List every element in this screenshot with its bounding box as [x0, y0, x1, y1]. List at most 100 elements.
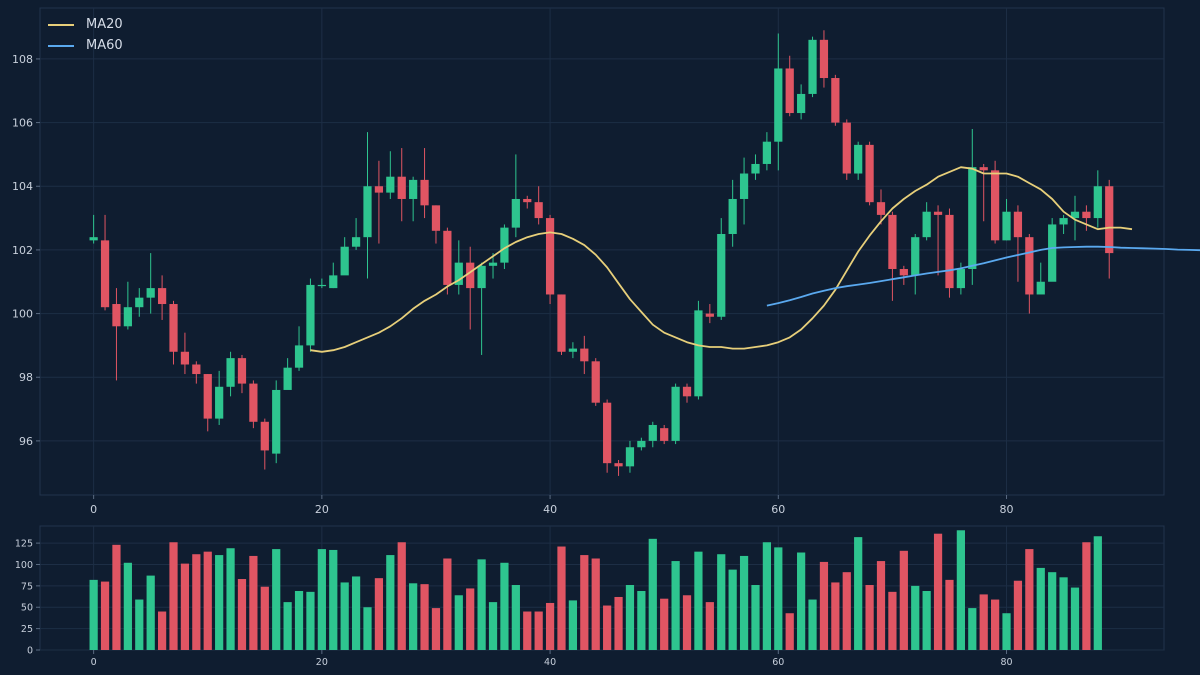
volume-bar: [648, 538, 657, 650]
legend-label-ma20: MA20: [86, 17, 123, 32]
candle-body: [237, 358, 247, 384]
candle-body: [226, 358, 235, 387]
volume-bar: [180, 563, 190, 650]
volume-bar: [660, 598, 669, 650]
volume-x-tick-label: 0: [91, 657, 97, 668]
candle-body: [420, 179, 429, 206]
volume-bar: [477, 559, 486, 650]
volume-bar: [169, 542, 178, 650]
candle-body: [717, 233, 726, 317]
volume-bar: [351, 576, 361, 650]
candle-body: [1093, 186, 1102, 219]
volume-bar: [819, 561, 829, 650]
volume-tick-label: 25: [21, 624, 33, 635]
candle-body: [591, 361, 600, 403]
candle-body: [888, 214, 897, 270]
volume-bar: [363, 607, 372, 650]
volume-bar: [374, 578, 384, 650]
volume-bar: [397, 542, 406, 650]
volume-bar: [135, 599, 144, 650]
volume-bar: [89, 579, 98, 650]
volume-bar: [842, 572, 851, 650]
volume-bar: [260, 586, 269, 650]
candle-body: [1048, 224, 1057, 282]
candle-body: [329, 275, 338, 289]
candle-body: [374, 186, 384, 193]
candle-body: [443, 230, 452, 285]
legend-swatch-ma20: [48, 23, 74, 26]
candle-body: [100, 240, 110, 308]
volume-bar: [933, 533, 943, 650]
legend: MA20 MA60: [48, 14, 123, 56]
candle-body: [1036, 281, 1045, 295]
volume-bar: [340, 582, 349, 650]
volume-bar: [876, 561, 886, 650]
volume-bar: [1025, 549, 1034, 650]
volume-bar: [249, 555, 258, 650]
candle-body: [968, 167, 977, 270]
candle-body: [1059, 218, 1068, 225]
volume-tick-label: 0: [27, 646, 33, 657]
volume-bar: [488, 602, 498, 650]
volume-bar: [808, 599, 817, 650]
volume-bar: [979, 594, 988, 650]
price-tick-label: 96: [19, 435, 33, 448]
price-panel: 96 98 100 102 104 106 108 0 20 40 60 80: [12, 7, 1200, 516]
candle-body: [1070, 211, 1080, 219]
volume-bar: [956, 530, 965, 650]
candle-body: [466, 262, 475, 289]
volume-bar: [591, 558, 600, 650]
price-x-tick-label: 60: [771, 503, 785, 516]
candle-body: [911, 237, 920, 276]
volume-bar: [409, 583, 418, 650]
candle-body: [603, 402, 612, 464]
price-tick-label: 100: [12, 308, 33, 321]
volume-bar: [774, 547, 783, 650]
volume-bar: [237, 579, 247, 650]
candle-body: [351, 237, 361, 247]
volume-bar: [545, 602, 555, 650]
volume-bar: [283, 602, 292, 650]
candle-body: [762, 141, 771, 164]
volume-bar: [557, 546, 566, 650]
volume-bar: [1036, 567, 1045, 650]
candle-body: [979, 167, 988, 171]
candle-body: [739, 173, 749, 199]
candle-body: [819, 39, 829, 79]
candle-body: [249, 383, 258, 422]
candle-body: [545, 218, 555, 295]
candle-body: [568, 348, 578, 352]
volume-panel: 0 25 50 75 100 125 0 20 40 60 80: [15, 525, 1165, 668]
volume-bar: [226, 548, 235, 650]
volume-bar: [888, 591, 897, 650]
candle-body: [146, 288, 155, 298]
candle-body: [842, 122, 851, 174]
volume-bar: [454, 595, 463, 650]
candle-body: [203, 374, 212, 419]
candle-body: [272, 389, 281, 454]
candle-body: [409, 179, 418, 199]
volume-bar: [1070, 587, 1080, 650]
candle-body: [534, 202, 543, 219]
volume-bar: [431, 608, 441, 650]
candle-body: [797, 93, 806, 114]
volume-bar: [671, 561, 680, 650]
candle-body: [580, 348, 589, 362]
candle-body: [180, 351, 190, 365]
volume-bar: [294, 590, 304, 650]
volume-bar: [854, 537, 863, 650]
candle-body: [397, 176, 406, 199]
candle-body: [215, 386, 224, 419]
volume-bar: [523, 611, 532, 650]
volume-tick-label: 100: [15, 560, 33, 571]
volume-bar: [1002, 613, 1011, 650]
candle-body: [157, 288, 167, 305]
volume-bar: [500, 562, 509, 650]
candle-body: [660, 428, 669, 441]
volume-tick-label: 50: [21, 603, 33, 614]
volume-bar: [100, 581, 110, 650]
volume-bar: [272, 549, 281, 650]
volume-bar: [1082, 542, 1091, 650]
candle-body: [831, 78, 840, 123]
candle-body: [294, 345, 304, 368]
